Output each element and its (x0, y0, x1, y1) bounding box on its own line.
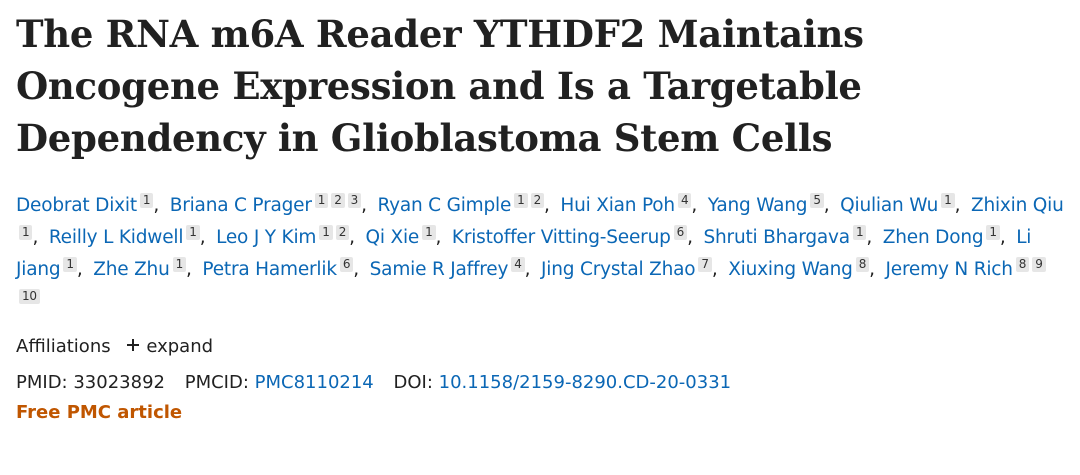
author-name[interactable]: Kristoffer Vitting-Seerup (451, 227, 671, 248)
title: The RNA m6A Reader YTHDF2 Maintains Onco… (16, 12, 864, 160)
affiliation-number[interactable]: 1 (514, 193, 528, 208)
affiliations-label: Affiliations (16, 336, 111, 357)
author-name[interactable]: Petra Hamerlik (202, 259, 337, 280)
author-name[interactable]: Qiulian Wu (840, 195, 939, 216)
author: Leo J Y Kim 1 2 (216, 225, 360, 248)
author-name[interactable]: Jeremy N Rich (885, 259, 1013, 280)
author-name[interactable]: Leo J Y Kim (216, 227, 317, 248)
author: Reilly L Kidwell 1 (48, 225, 210, 248)
pmid: 33023892 (73, 372, 165, 393)
affiliation-number[interactable]: 9 (1032, 257, 1046, 272)
author-name[interactable]: Zhixin Qiu (970, 195, 1064, 216)
author: Jing Crystal Zhao 7 (541, 257, 723, 280)
author: Xiuxing Wang 8 (728, 257, 880, 280)
author: Zhe Zhu 1 (93, 257, 197, 280)
affiliation-number[interactable]: 1 (986, 225, 1000, 240)
affiliation-number[interactable]: 1 (422, 225, 436, 240)
affiliation-number[interactable]: 2 (331, 193, 345, 208)
author-name[interactable]: Briana C Prager (169, 195, 312, 216)
free-article[interactable]: Free PMC article (16, 402, 183, 423)
affiliation-number[interactable]: 1 (19, 225, 33, 240)
author: Zhen Dong 1 (882, 225, 1011, 248)
doi-link[interactable]: 10.1158/2159-8290.CD-20-0331 (438, 372, 732, 393)
pmid-label: PMID: (16, 372, 68, 393)
affiliation-number[interactable]: 3 (347, 193, 362, 208)
author: Qi Xie 1 (365, 225, 446, 248)
affiliation-number[interactable]: 8 (855, 257, 870, 272)
expand-toggle[interactable]: expand (146, 336, 214, 357)
author: Yang Wang 5 (707, 193, 834, 216)
affiliation-number[interactable]: 1 (139, 193, 154, 208)
author-name[interactable]: Xiuxing Wang (728, 259, 853, 280)
affiliations-row: Affiliations expand (16, 334, 1064, 360)
author-name[interactable]: Zhen Dong (882, 227, 984, 248)
author: Kristoffer Vitting-Seerup 6 (451, 225, 698, 248)
author: Briana C Prager 1 2 3 (169, 193, 372, 216)
affiliation-number[interactable]: 1 (63, 257, 77, 272)
affiliation-number[interactable]: 5 (810, 193, 824, 208)
author-name[interactable]: Zhe Zhu (93, 259, 170, 280)
author: Deobrat Dixit 1 (16, 193, 164, 216)
affiliation-number[interactable]: 1 (314, 193, 329, 208)
affiliation-number[interactable]: 1 (941, 193, 955, 208)
affiliation-number[interactable]: 7 (698, 257, 712, 272)
author-name[interactable]: Li Jiang (16, 227, 1032, 280)
author-name[interactable]: Yang Wang (707, 195, 808, 216)
affiliation-number[interactable]: 10 (19, 289, 40, 304)
author-name[interactable]: Shruti Bhargava (703, 227, 850, 248)
pmcid-link[interactable]: PMC8110214 (254, 372, 374, 393)
affiliation-number[interactable]: 1 (186, 225, 200, 240)
affiliation-number[interactable]: 1 (319, 225, 333, 240)
author: Hui Xian Poh 4 (560, 193, 702, 216)
author-name[interactable]: Jing Crystal Zhao (541, 259, 696, 280)
author: Petra Hamerlik 6 (202, 257, 364, 280)
author-name[interactable]: Hui Xian Poh (560, 195, 675, 216)
affiliation-number[interactable]: 4 (511, 257, 525, 272)
identifiers: PMID: 33023892 PMCID: PMC8110214 DOI: 10… (16, 370, 1064, 396)
affiliation-number[interactable]: 2 (335, 225, 350, 240)
plus-icon[interactable] (124, 337, 142, 353)
author-name[interactable]: Ryan C Gimple (377, 195, 512, 216)
author: Jeremy N Rich 8 910 (16, 257, 1046, 312)
pmcid-label: PMCID: (184, 372, 249, 393)
affiliation-number[interactable]: 2 (530, 193, 545, 208)
affiliation-number[interactable]: 8 (1015, 257, 1030, 272)
author-name[interactable]: Reilly L Kidwell (48, 227, 184, 248)
author-name[interactable]: Deobrat Dixit (16, 195, 137, 216)
article-header: The RNA m6A Reader YTHDF2 Maintains Onco… (16, 12, 1066, 423)
author: Shruti Bhargava 1 (703, 225, 877, 248)
affiliation-number[interactable]: 6 (673, 225, 688, 240)
doi-label: DOI: (393, 372, 433, 393)
affiliation-number[interactable]: 1 (852, 225, 867, 240)
author: Ryan C Gimple 1 2 (377, 193, 555, 216)
affiliation-number[interactable]: 4 (677, 193, 692, 208)
author-name[interactable]: Samie R Jaffrey (369, 259, 509, 280)
affiliation-number[interactable]: 6 (339, 257, 354, 272)
author: Samie R Jaffrey 4 (369, 257, 535, 280)
author-name[interactable]: Qi Xie (365, 227, 420, 248)
author: Qiulian Wu 1 (840, 193, 965, 216)
affiliation-number[interactable]: 1 (172, 257, 187, 272)
